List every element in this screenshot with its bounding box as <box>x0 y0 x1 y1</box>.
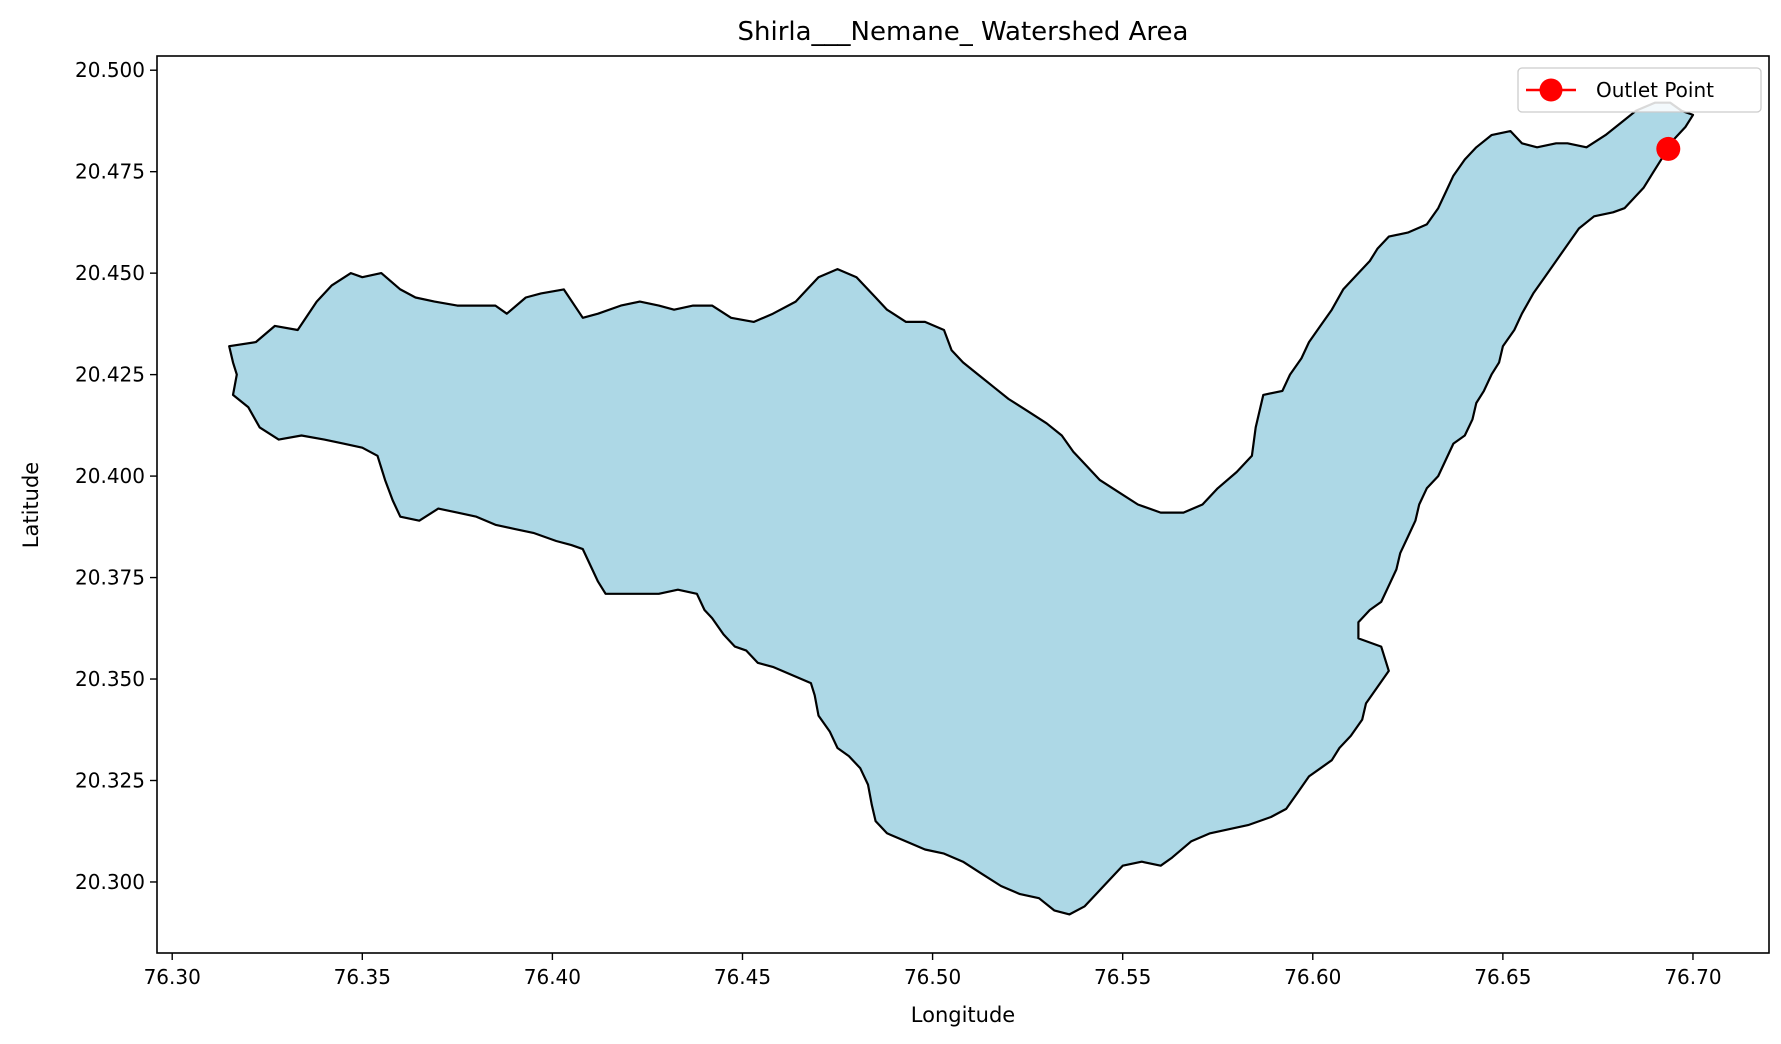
x-tick-label: 76.50 <box>904 965 961 989</box>
y-tick-label: 20.300 <box>75 870 145 894</box>
y-tick-label: 20.400 <box>75 464 145 488</box>
y-tick-label: 20.375 <box>75 566 145 590</box>
x-tick-label: 76.65 <box>1474 965 1531 989</box>
y-tick-label: 20.500 <box>75 58 145 82</box>
y-tick-label: 20.475 <box>75 160 145 184</box>
outlet-point-marker <box>1656 136 1681 161</box>
y-axis: 20.300 20.325 20.350 20.375 20.400 20.425 20.4… <box>75 58 157 894</box>
x-tick-label: 76.35 <box>334 965 391 989</box>
x-tick-label: 76.60 <box>1284 965 1341 989</box>
chart-title: Shirla___Nemane_ Watershed Area <box>738 17 1189 47</box>
legend-marker-swatch <box>1539 78 1563 102</box>
y-tick-label: 20.325 <box>75 769 145 793</box>
y-tick-label: 20.350 <box>75 667 145 691</box>
legend-box <box>1517 67 1762 113</box>
watershed-polygon <box>228 101 1695 916</box>
y-tick-label: 20.450 <box>75 261 145 285</box>
y-axis-label: Latitude <box>19 462 43 548</box>
axes-frame <box>156 55 1770 954</box>
legend-label: Outlet Point <box>1596 78 1714 102</box>
x-axis-label: Longitude <box>911 1003 1015 1027</box>
plot-area <box>228 101 1695 916</box>
x-tick-label: 76.55 <box>1094 965 1151 989</box>
x-axis: 76.30 76.35 76.40 76.45 76.50 76.55 76.60 76.65… <box>144 953 1722 989</box>
x-tick-label: 76.30 <box>144 965 201 989</box>
legend: Outlet Point <box>1517 67 1762 113</box>
x-tick-label: 76.40 <box>524 965 581 989</box>
x-tick-label: 76.70 <box>1664 965 1721 989</box>
x-tick-label: 76.45 <box>714 965 771 989</box>
y-tick-label: 20.425 <box>75 363 145 387</box>
